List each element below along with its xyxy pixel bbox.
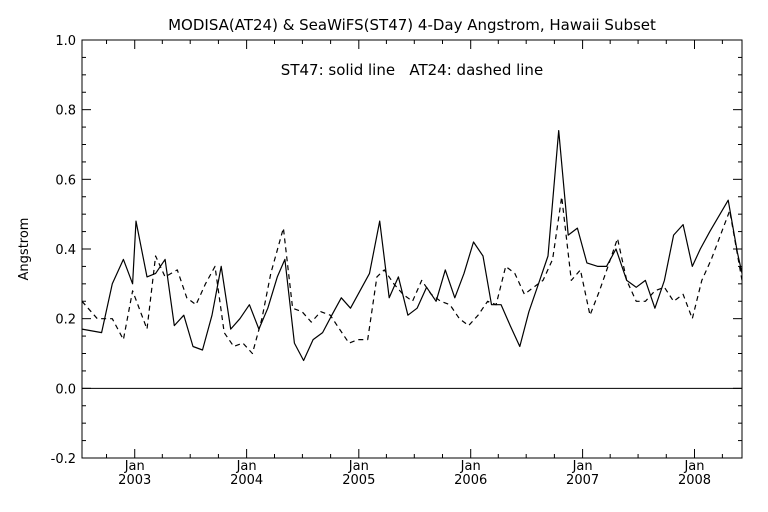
series-line-st47 xyxy=(81,130,743,362)
x-tick-month-label: Jan xyxy=(460,459,481,474)
x-tick-month-label: Jan xyxy=(124,459,145,474)
data-series xyxy=(81,130,743,362)
x-tick-year-label: 2003 xyxy=(118,473,151,488)
series-line-at24 xyxy=(81,196,743,355)
y-tick-label: 1.0 xyxy=(55,34,76,49)
x-tick-month-label: Jan xyxy=(683,459,704,474)
y-axis-label: Angstrom xyxy=(17,218,32,281)
chart-title: MODISA(AT24) & SeaWiFS(ST47) 4-Day Angst… xyxy=(168,16,656,34)
line-style-legend: ST47: solid line AT24: dashed line xyxy=(281,61,543,79)
x-tick-year-label: 2006 xyxy=(454,473,487,488)
x-tick-year-label: 2004 xyxy=(230,473,263,488)
y-tick-label: -0.2 xyxy=(51,452,76,467)
x-tick-month-label: Jan xyxy=(572,459,593,474)
x-tick-year-label: 2008 xyxy=(678,473,711,488)
plot-frame xyxy=(81,39,743,459)
y-axis: -0.2 0.0 0.2 0.4 0.6 0.8 1.0 xyxy=(51,34,742,467)
x-tick-year-label: 2005 xyxy=(342,473,375,488)
y-tick-label: 0.2 xyxy=(55,313,76,328)
x-tick-month-label: Jan xyxy=(236,459,257,474)
y-tick-label: 0.6 xyxy=(55,173,76,188)
x-tick-year-label: 2007 xyxy=(566,473,599,488)
y-tick-label: 0.8 xyxy=(55,104,76,119)
x-axis: Jan2003Jan2004Jan2005Jan2006Jan2007Jan20… xyxy=(106,40,723,488)
y-tick-label: 0.4 xyxy=(55,243,76,258)
x-tick-month-label: Jan xyxy=(348,459,369,474)
y-tick-label: 0.0 xyxy=(55,382,76,397)
